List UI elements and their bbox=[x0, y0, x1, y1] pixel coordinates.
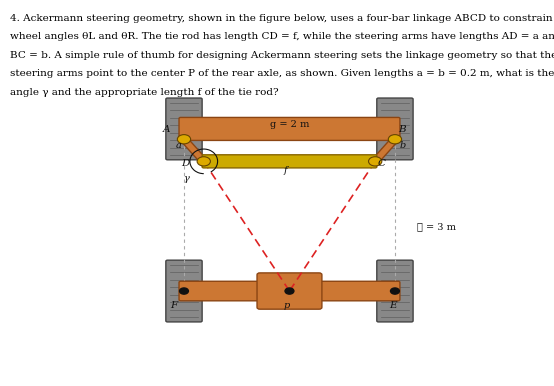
Text: γ: γ bbox=[183, 174, 188, 183]
Circle shape bbox=[179, 288, 188, 294]
Circle shape bbox=[197, 157, 211, 166]
Text: angle γ and the appropriate length f of the tie rod?: angle γ and the appropriate length f of … bbox=[10, 88, 279, 96]
Circle shape bbox=[388, 135, 402, 144]
Circle shape bbox=[285, 288, 294, 294]
Text: D: D bbox=[182, 159, 190, 168]
Text: f: f bbox=[284, 166, 288, 176]
Text: E: E bbox=[389, 301, 397, 310]
Circle shape bbox=[368, 157, 382, 166]
FancyBboxPatch shape bbox=[179, 117, 400, 141]
Text: BC = b. A simple rule of thumb for designing Ackermann steering sets the linkage: BC = b. A simple rule of thumb for desig… bbox=[10, 51, 554, 59]
Text: steering arms point to the center P of the rear axle, as shown. Given lengths a : steering arms point to the center P of t… bbox=[10, 69, 554, 78]
FancyBboxPatch shape bbox=[202, 155, 377, 168]
FancyBboxPatch shape bbox=[377, 260, 413, 322]
Text: a: a bbox=[176, 141, 182, 150]
Text: b: b bbox=[399, 141, 406, 150]
Text: p: p bbox=[284, 301, 290, 310]
Circle shape bbox=[391, 288, 399, 294]
Text: C: C bbox=[378, 159, 386, 168]
Circle shape bbox=[177, 135, 191, 144]
Text: B: B bbox=[398, 125, 406, 134]
Text: F: F bbox=[170, 301, 177, 310]
Text: g = 2 m: g = 2 m bbox=[270, 120, 309, 129]
FancyBboxPatch shape bbox=[257, 273, 322, 309]
FancyBboxPatch shape bbox=[179, 281, 400, 301]
FancyBboxPatch shape bbox=[166, 98, 202, 160]
FancyBboxPatch shape bbox=[377, 98, 413, 160]
Text: 4. Ackermann steering geometry, shown in the figure below, uses a four-bar linka: 4. Ackermann steering geometry, shown in… bbox=[10, 14, 554, 22]
Text: A: A bbox=[163, 125, 171, 134]
Text: ℓ = 3 m: ℓ = 3 m bbox=[417, 222, 456, 231]
FancyBboxPatch shape bbox=[166, 260, 202, 322]
Text: wheel angles θL and θR. The tie rod has length CD = f, while the steering arms h: wheel angles θL and θR. The tie rod has … bbox=[10, 32, 554, 41]
